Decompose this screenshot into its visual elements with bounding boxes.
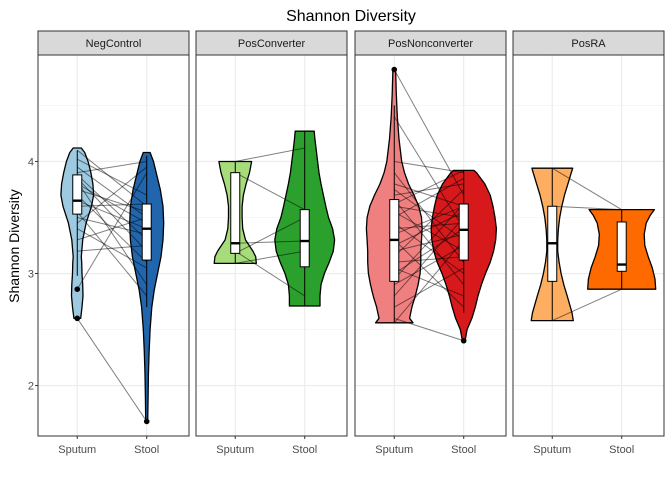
outlier-point [391, 66, 398, 73]
facet-strip [195, 30, 348, 56]
pair-line [394, 177, 464, 218]
x-tick-label: Sputum [58, 444, 96, 456]
pair-line [77, 160, 147, 174]
outlier-point [74, 315, 81, 322]
facet-strip [354, 30, 507, 56]
pair-line [77, 183, 147, 224]
facet-panel-posnonconverter: PosNonconverter Sputum Stool [354, 30, 507, 456]
pair-line [394, 160, 464, 174]
pair-line [235, 240, 305, 244]
box-stool [616, 221, 627, 272]
facet-strip-label: PosConverter [238, 38, 306, 50]
facet-panels: 2 3 4 NegControl Sputum Stool PosConverter Sput… [28, 30, 665, 456]
pair-line [76, 174, 148, 241]
facet-panel-posra: PosRA Sputum Stool [512, 30, 665, 456]
panel-background [38, 55, 189, 436]
pair-line [393, 203, 465, 280]
pair-line [394, 317, 464, 342]
x-tick-label: Sputum [375, 444, 413, 456]
facet-panel-negcontrol: NegControl Sputum Stool [37, 30, 190, 456]
y-axis-label: Shannon Diversity [6, 189, 22, 303]
pair-line [77, 203, 147, 207]
box-stool [141, 203, 152, 261]
pair-line [393, 222, 465, 274]
pair-line [394, 256, 464, 263]
facet-strip-label: PosRA [571, 38, 606, 50]
pair-line [76, 166, 148, 218]
facet-strip-label: NegControl [86, 38, 142, 50]
pair-line [76, 211, 148, 297]
pair-line [234, 250, 305, 297]
pair-line [77, 200, 147, 230]
facet-strip-label: PosNonconverter [388, 38, 473, 50]
outlier-point [460, 337, 467, 344]
pair-line [552, 288, 622, 322]
pair-line [394, 211, 464, 246]
pair-line [76, 181, 148, 285]
facet-strip [37, 30, 190, 56]
pair-line [77, 158, 147, 196]
outlier-point [74, 286, 81, 293]
box-sputum [230, 172, 241, 254]
pair-line [394, 233, 464, 252]
box-stool [458, 203, 469, 261]
pair-line [393, 217, 465, 297]
y-tick-label: 3 [28, 269, 34, 281]
y-tick-label: 4 [28, 156, 34, 168]
x-tick-label: Stool [292, 444, 317, 456]
pair-line [393, 189, 465, 241]
pair-line [77, 217, 147, 241]
pair-line [394, 245, 464, 286]
pair-line [393, 239, 465, 324]
pair-line [77, 245, 147, 252]
pair-line [394, 205, 464, 235]
pair-line [552, 205, 622, 211]
pair-line [393, 239, 465, 308]
pair-line [235, 250, 305, 264]
pair-line [394, 205, 464, 218]
pair-line [394, 222, 464, 230]
y-tick-label: 2 [28, 381, 34, 393]
outlier-point [143, 418, 150, 425]
x-tick-label: Sputum [533, 444, 571, 456]
pair-line [552, 167, 622, 211]
pair-line [77, 216, 147, 235]
x-tick-label: Stool [451, 444, 476, 456]
chart-title: Shannon Diversity [286, 8, 416, 25]
pair-line [394, 169, 464, 205]
pair-line [76, 149, 148, 207]
box-sputum [72, 174, 83, 215]
x-tick-label: Stool [609, 444, 634, 456]
pair-line [235, 147, 305, 162]
box-stool [299, 209, 310, 268]
pair-line [394, 211, 464, 252]
pair-line [77, 188, 147, 213]
pair-line [235, 172, 305, 211]
pair-line [393, 189, 465, 258]
pair-line [393, 69, 465, 196]
facet-panel-posconverter: PosConverter Sputum Stool [195, 30, 348, 456]
pair-line [394, 267, 464, 308]
facet-strip [512, 30, 665, 56]
x-tick-label: Stool [134, 444, 159, 456]
pair-line [76, 318, 148, 422]
pair-line [393, 116, 465, 229]
pair-line [76, 172, 148, 290]
pair-line [76, 166, 148, 224]
pair-line [394, 183, 464, 207]
pair-line [394, 183, 464, 196]
x-tick-label: Sputum [216, 444, 254, 456]
pair-line [235, 217, 305, 254]
